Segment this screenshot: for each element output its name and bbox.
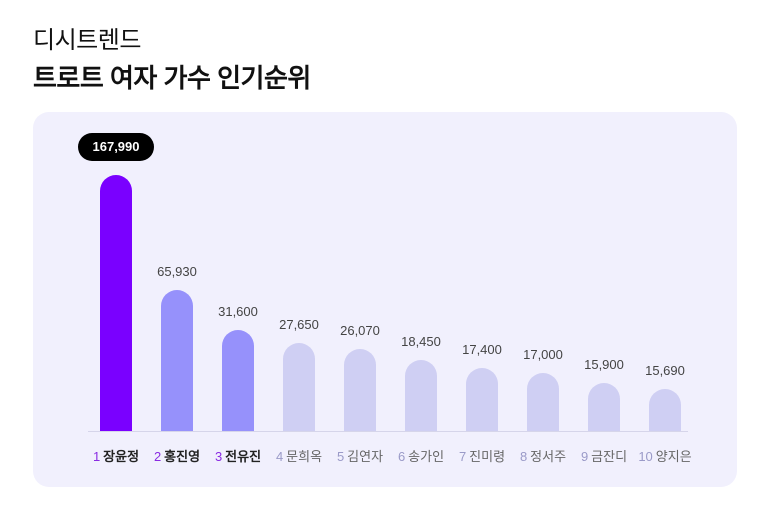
rank-number: 8 (519, 449, 528, 464)
bar[interactable] (344, 349, 376, 431)
page-title: 트로트 여자 가수 인기순위 (33, 63, 311, 93)
singer-name: 전유진 (225, 449, 262, 464)
bar[interactable] (405, 360, 437, 431)
singer-name: 금잔디 (591, 449, 628, 464)
category-label: 6 송가인 (381, 446, 461, 465)
rank-number: 7 (458, 449, 467, 464)
singer-name: 양지은 (655, 449, 692, 464)
bar[interactable] (161, 290, 193, 431)
bar-value-label: 15,690 (645, 363, 685, 378)
chart-card: 167,990 1 장윤정 65,930 2 홍진영 31,600 3 전유진 27,650 4 문희… (33, 112, 737, 487)
rank-number: 3 (214, 449, 223, 464)
category-label: 10 양지은 (625, 446, 705, 465)
rank-number: 2 (153, 449, 162, 464)
rank-number: 9 (580, 449, 589, 464)
category-label: 8 정서주 (503, 446, 583, 465)
category-label: 2 홍진영 (137, 446, 217, 465)
x-axis-line (88, 431, 688, 432)
singer-name: 정서주 (530, 449, 567, 464)
bar-value-label: 17,000 (523, 347, 563, 362)
rank-number: 1 (92, 449, 101, 464)
bar-value-label: 26,070 (340, 323, 380, 338)
bar-value-label: 18,450 (401, 334, 441, 349)
rank-number: 10 (638, 449, 653, 464)
brand-name: 디시트렌드 (33, 27, 141, 54)
bar[interactable] (466, 368, 498, 431)
rank-number: 5 (336, 449, 345, 464)
category-label: 1 장윤정 (76, 446, 156, 465)
category-label: 9 금잔디 (564, 446, 644, 465)
singer-name: 진미령 (469, 449, 506, 464)
bar[interactable] (283, 343, 315, 431)
singer-name: 김연자 (347, 449, 384, 464)
bar-value-label: 65,930 (157, 264, 197, 279)
bar-value-label: 31,600 (218, 304, 258, 319)
bar[interactable] (100, 175, 132, 431)
bar-value-label: 27,650 (279, 317, 319, 332)
category-label: 5 김연자 (320, 446, 400, 465)
bar[interactable] (649, 389, 681, 431)
category-label: 4 문희옥 (259, 446, 339, 465)
category-label: 3 전유진 (198, 446, 278, 465)
top-value-badge: 167,990 (78, 133, 154, 161)
bar[interactable] (222, 330, 254, 431)
rank-number: 6 (397, 449, 406, 464)
bar[interactable] (527, 373, 559, 431)
singer-name: 문희옥 (286, 449, 323, 464)
bar-value-label: 15,900 (584, 357, 624, 372)
singer-name: 송가인 (408, 449, 445, 464)
singer-name: 장윤정 (103, 449, 140, 464)
rank-number: 4 (275, 449, 284, 464)
category-label: 7 진미령 (442, 446, 522, 465)
bar-value-label: 17,400 (462, 342, 502, 357)
bar[interactable] (588, 383, 620, 431)
singer-name: 홍진영 (164, 449, 201, 464)
